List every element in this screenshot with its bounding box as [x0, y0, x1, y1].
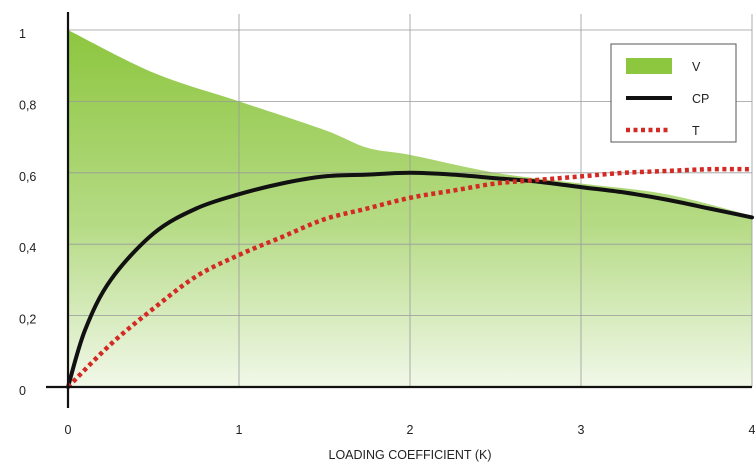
tick-labels: 0 1 2 3 4 0 0,2 0,4 0,6 0,8 1 [19, 27, 755, 437]
y-tick-label: 1 [19, 27, 26, 41]
x-tick-label: 1 [236, 423, 243, 437]
y-tick-label: 0,6 [19, 170, 36, 184]
y-tick-label: 0,2 [19, 313, 36, 327]
y-tick-label: 0,8 [19, 98, 36, 112]
line-layer [66, 166, 754, 389]
legend-label-v: V [692, 60, 701, 74]
grid [68, 14, 753, 387]
legend-label-t: T [692, 124, 700, 138]
x-axis-title: LOADING COEFFICIENT (K) [329, 448, 492, 462]
y-tick-label: 0,4 [19, 241, 36, 255]
legend-label-cp: CP [692, 92, 709, 106]
legend: V CP T [610, 43, 737, 143]
series-t-line [66, 166, 753, 389]
legend-swatch-v [626, 58, 672, 74]
y-tick-label: 0 [19, 384, 26, 398]
x-tick-label: 2 [407, 423, 414, 437]
axes [46, 12, 752, 408]
x-tick-label: 0 [65, 423, 72, 437]
x-tick-label: 3 [578, 423, 585, 437]
x-tick-label: 4 [749, 423, 755, 437]
series-cp-line [66, 170, 754, 389]
